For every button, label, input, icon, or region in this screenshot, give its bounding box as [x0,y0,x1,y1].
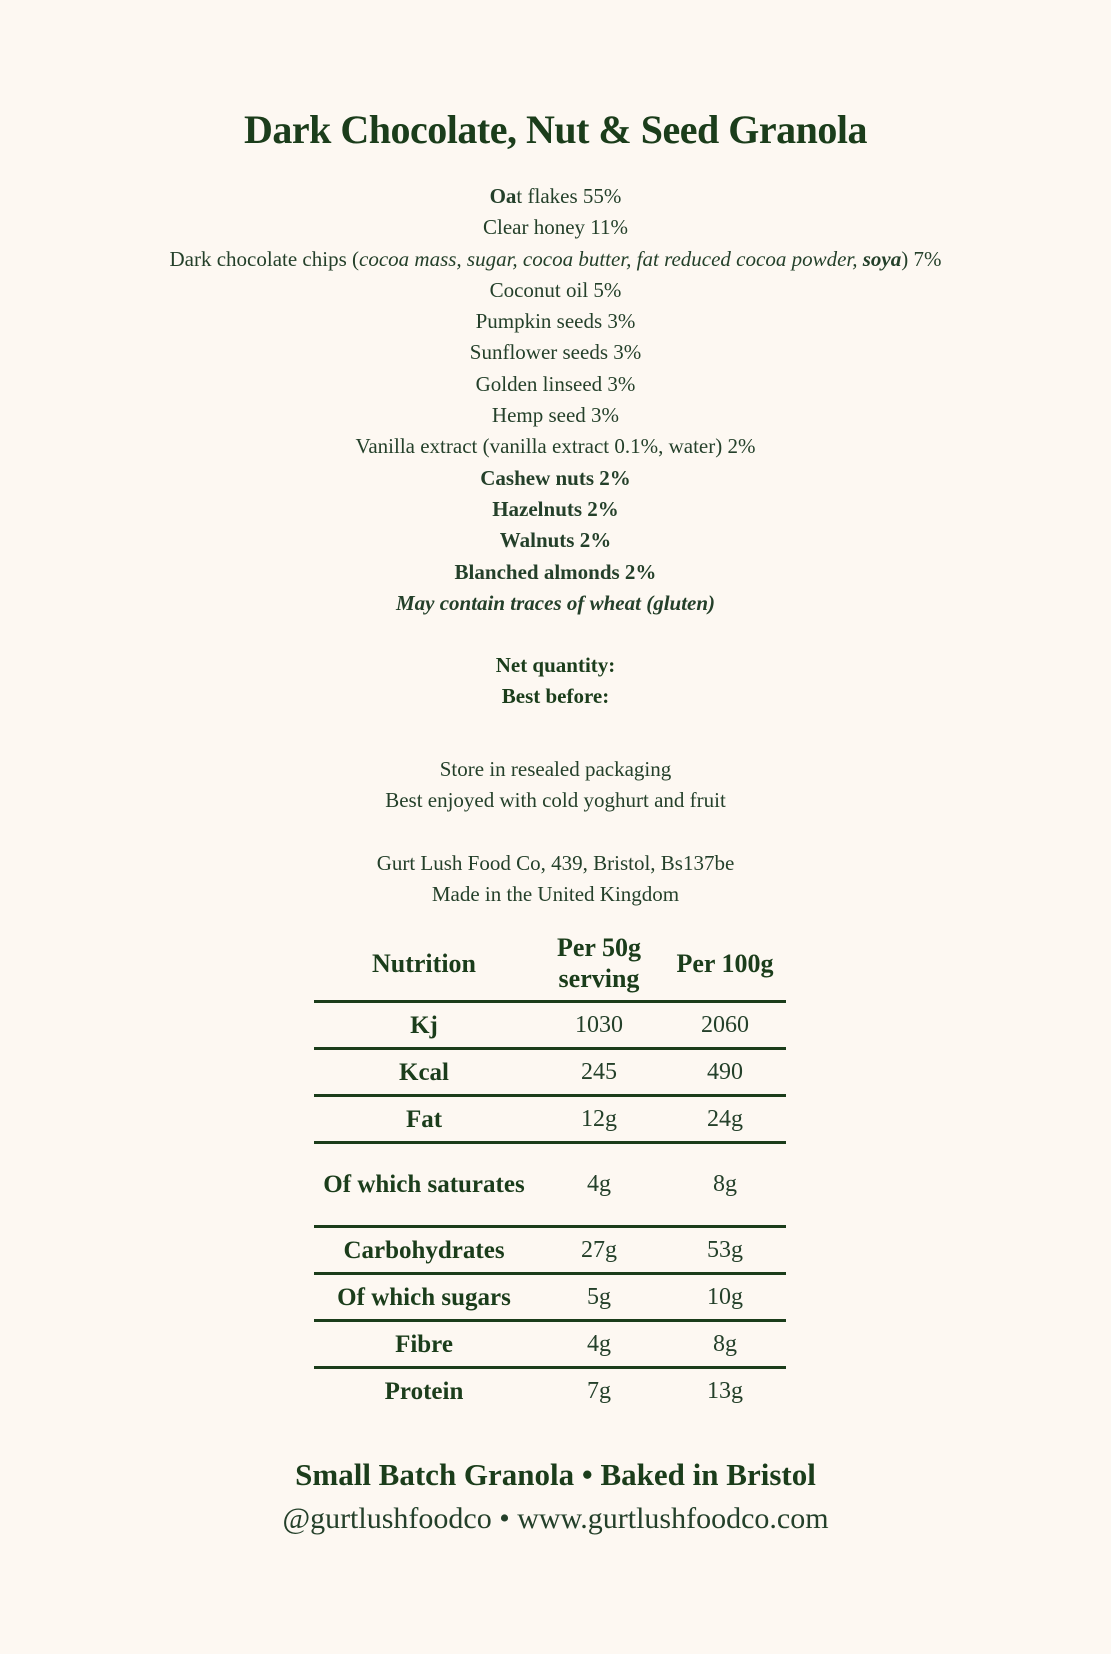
nutrition-row: Fibre 4g 8g [314,1319,786,1368]
nutrient-label: Fat [314,1094,534,1143]
nutrient-label: Kj [314,1000,534,1049]
address: Gurt Lush Food Co, 439, Bristol, Bs137be [376,851,735,875]
per-100g-value: 10g [664,1272,786,1321]
ingredient-honey: Clear honey 11% [482,215,628,240]
nutrient-label: Of which saturates [314,1141,534,1227]
nutrient-label: Fibre [314,1319,534,1368]
pack-info: Net quantity: Best before: [0,650,1111,712]
ingredients-list: Oat flakes 55% Clear honey 11% Dark choc… [0,181,1111,619]
per-serving-value: 5g [534,1272,664,1321]
nutrition-header-row: Nutrition Per 50g serving Per 100g [314,932,786,1002]
ingredient-text: ) 7% [901,246,942,271]
allergen-soya: soya [862,246,902,271]
per-serving-value: 4g [534,1141,664,1227]
footer-contact: @gurtlushfoodco • www.gurtlushfoodco.com [282,1502,829,1535]
ingredient-coconut: Coconut oil 5% [489,277,622,302]
nutrient-label: Of which sugars [314,1272,534,1321]
header-per-serving: Per 50g serving [557,933,641,993]
ingredient-almonds: Blanched almonds 2% [454,559,657,584]
nutrient-label: Kcal [314,1047,534,1096]
chocolate-subingredients: cocoa mass, sugar, cocoa butter, fat red… [359,246,863,271]
per-100g-value: 13g [664,1366,786,1413]
ingredient-cashew: Cashew nuts 2% [480,465,631,490]
nutrition-row: Carbohydrates 27g 53g [314,1225,786,1274]
allergen-warning: May contain traces of wheat (gluten) [395,590,716,615]
nutrition-body: Kj 1030 2060 Kcal 245 490 Fat 12g 24g Of which sa… [314,1000,786,1413]
storage-info: Store in resealed packaging Best enjoyed… [0,754,1111,816]
ingredient-linseed: Golden linseed 3% [475,371,636,396]
allergen-oats: Oa [489,184,517,208]
ingredient-vanilla: Vanilla extract (vanilla extract 0.1%, w… [355,434,756,459]
nutrition-table: Nutrition Per 50g serving Per 100g Kj 103… [314,932,786,1413]
ingredient-oats: Oat flakes 55% [0,181,1111,212]
nutrient-label: Carbohydrates [314,1225,534,1274]
manufacturer-info: Gurt Lush Food Co, 439, Bristol, Bs137be… [0,848,1111,910]
per-serving-value: 12g [534,1094,664,1143]
ingredient-text: t flakes 55% [516,184,622,208]
per-serving-value: 7g [534,1366,664,1413]
ingredient-sunflower: Sunflower seeds 3% [469,340,642,365]
best-before-label: Best before: [501,684,610,708]
nutrition-row: Fat 12g 24g [314,1094,786,1143]
nutrition-row: Of which saturates 4g 8g [314,1141,786,1227]
per-100g-value: 490 [664,1047,786,1096]
ingredient-text: Dark chocolate chips ( [169,246,360,271]
per-serving-value: 27g [534,1225,664,1274]
product-title: Dark Chocolate, Nut & Seed Granola [244,107,867,152]
ingredient-walnuts: Walnuts 2% [499,528,612,553]
nutrient-label: Protein [314,1366,534,1413]
per-serving-value: 245 [534,1047,664,1096]
nutrition-row: Kcal 245 490 [314,1047,786,1096]
per-100g-value: 24g [664,1094,786,1143]
ingredient-hazelnuts: Hazelnuts 2% [492,496,619,521]
nutrition-row: Kj 1030 2060 [314,1000,786,1049]
per-100g-value: 53g [664,1225,786,1274]
footer-tagline: Small Batch Granola • Baked in Bristol [295,1457,816,1492]
ingredient-chocolate: Dark chocolate chips (cocoa mass, sugar,… [0,244,1111,275]
header-nutrition: Nutrition [372,948,476,978]
storage-instruction: Store in resealed packaging [439,757,672,781]
ingredient-pumpkin: Pumpkin seeds 3% [475,309,636,334]
per-100g-value: 8g [664,1141,786,1227]
origin: Made in the United Kingdom [431,882,680,906]
per-serving-value: 4g [534,1319,664,1368]
per-serving-value: 1030 [534,1000,664,1049]
nutrition-row: Protein 7g 13g [314,1366,786,1413]
header-per-100g: Per 100g [676,948,774,978]
serving-tip: Best enjoyed with cold yoghurt and fruit [385,788,726,812]
per-100g-value: 2060 [664,1000,786,1049]
per-100g-value: 8g [664,1319,786,1368]
ingredient-hemp: Hemp seed 3% [491,403,620,428]
nutrition-row: Of which sugars 5g 10g [314,1272,786,1321]
net-quantity-label: Net quantity: [495,653,616,677]
